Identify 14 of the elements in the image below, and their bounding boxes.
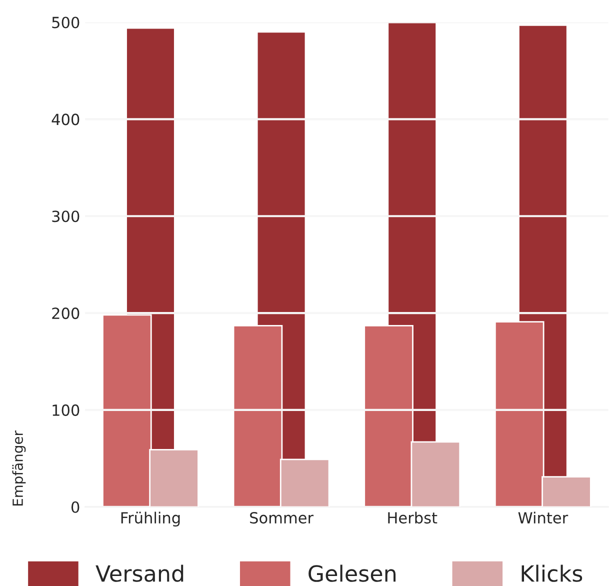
y-tick-label: 400 — [52, 114, 80, 126]
y-axis-title: Empfänger — [12, 430, 26, 506]
x-tick-label: Frühling — [121, 512, 180, 527]
y-tick-label: 500 — [52, 16, 80, 28]
y-tick-label: 0 — [71, 501, 80, 513]
x-tick-label: Winter — [518, 512, 568, 524]
legend-label: Klicks — [522, 564, 582, 582]
x-tick-label: Sommer — [250, 512, 314, 524]
legend-label: Versand — [96, 564, 184, 582]
legend-label: Gelesen — [308, 564, 396, 582]
y-tick-label: 300 — [52, 210, 80, 222]
y-tick-label: 100 — [52, 404, 80, 416]
y-tick-label: 200 — [52, 308, 80, 320]
x-tick-label: Herbst — [388, 512, 438, 524]
